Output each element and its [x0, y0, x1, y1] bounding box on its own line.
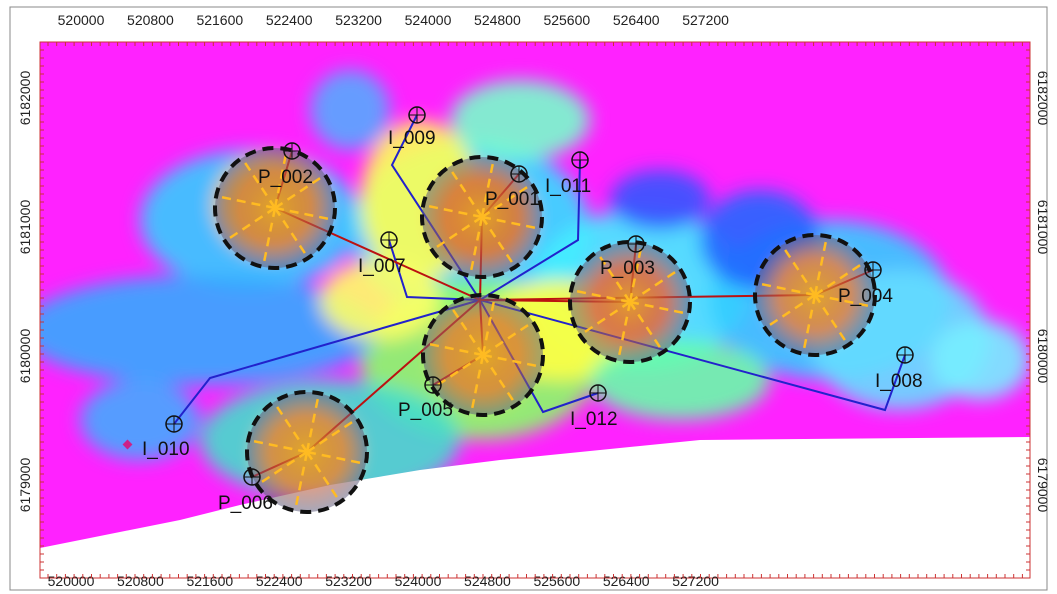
x-axis-label: 524000: [405, 12, 452, 28]
x-axis-label: 522400: [256, 573, 303, 589]
x-axis-label: 525600: [533, 573, 580, 589]
well-label: I_012: [570, 409, 618, 430]
x-axis-label: 520800: [127, 12, 174, 28]
x-axis-label: 526400: [603, 573, 650, 589]
y-axis-label: 6181000: [1035, 200, 1051, 255]
x-axis-label: 520000: [58, 12, 105, 28]
well-label: P_005: [398, 400, 453, 421]
y-axis-label: 6180000: [17, 329, 33, 384]
well-label: P_006: [218, 493, 273, 514]
well-label: P_004: [838, 286, 893, 307]
x-axis-label: 524800: [474, 12, 521, 28]
well-label: I_011: [545, 176, 591, 197]
well-label: P_003: [600, 258, 655, 279]
well-label: P_002: [258, 167, 313, 188]
y-axis-label: 6182000: [1035, 71, 1051, 126]
x-axis-label: 520000: [48, 573, 95, 589]
x-axis-label: 522400: [266, 12, 313, 28]
well-label: I_008: [875, 371, 923, 392]
surface-blob: [310, 70, 390, 150]
map-view: P_001 P_002 P_003 P_004 P_005 P_006 I_007 I_008…: [0, 0, 1057, 594]
well-label: I_009: [388, 128, 436, 149]
y-axis-label: 6179000: [1035, 458, 1051, 513]
x-axis-label: 524800: [464, 573, 511, 589]
surface-blob: [610, 170, 710, 230]
x-axis-label: 521600: [196, 12, 243, 28]
x-axis-label: 520800: [117, 573, 164, 589]
y-axis-label: 6180000: [1035, 329, 1051, 384]
x-axis-label: 525600: [543, 12, 590, 28]
x-axis-label: 521600: [186, 573, 233, 589]
plot-area: P_001 P_002 P_003 P_004 P_005 P_006 I_007 I_008…: [20, 42, 1030, 578]
x-axis-label: 527200: [682, 12, 729, 28]
x-axis-label: 523200: [335, 12, 382, 28]
y-axis-label: 6182000: [17, 71, 33, 126]
x-axis-label: 523200: [325, 573, 372, 589]
surface-blob: [450, 80, 590, 160]
surface-blob: [930, 320, 1030, 400]
x-axis-label: 527200: [672, 573, 719, 589]
well-label: I_007: [358, 256, 406, 277]
y-axis-label: 6179000: [17, 458, 33, 513]
y-axis-label: 6181000: [17, 200, 33, 255]
x-axis-label: 526400: [613, 12, 660, 28]
x-axis-label: 524000: [395, 573, 442, 589]
well-label: P_001: [485, 189, 540, 210]
well-label: I_010: [142, 439, 190, 460]
